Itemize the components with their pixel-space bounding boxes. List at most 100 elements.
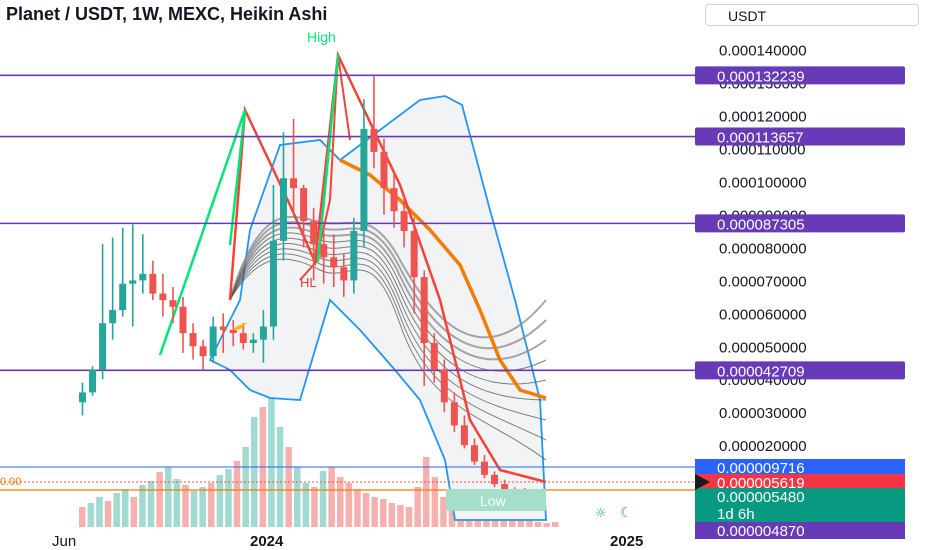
volume-bar [122, 489, 129, 527]
price-tag [695, 459, 905, 476]
candle-body [440, 369, 448, 403]
moving-average-line [229, 215, 547, 339]
candle-body [470, 445, 478, 462]
candle-body [380, 151, 388, 189]
volume-bar [517, 519, 525, 527]
volume-bar [423, 457, 430, 527]
price-level-label: 0.000132239 [717, 68, 805, 85]
moving-average-line [229, 232, 547, 372]
volume-bar [345, 483, 353, 527]
volume-bar [311, 487, 318, 527]
volume-bar [242, 447, 249, 527]
candle-body [259, 326, 267, 340]
candle-body [169, 300, 177, 307]
volume-bar [397, 505, 404, 527]
candle-body [249, 339, 257, 344]
candle-body [209, 326, 217, 357]
volume-bar [225, 469, 232, 527]
volume-bar [79, 507, 86, 527]
price-level-tag [695, 361, 905, 380]
sun-icon[interactable]: ☼ [595, 506, 607, 521]
volume-bar [337, 477, 344, 527]
moving-average-line [229, 237, 547, 385]
volume-bar [199, 487, 206, 527]
candle-body [350, 230, 358, 281]
low-label: Low [480, 493, 507, 509]
moon-icon[interactable]: ☾ [620, 505, 633, 521]
currency-selector[interactable]: USDT [705, 4, 919, 26]
price-tag [695, 522, 905, 539]
chart-title: Planet / USDT, 1W, MEXC, Heikin Ashi [6, 4, 328, 24]
volume-bar [328, 467, 335, 527]
candle-body [310, 221, 318, 245]
candle-body [420, 277, 428, 344]
volume-bar [147, 481, 155, 527]
price-level-tag [695, 127, 905, 146]
volume-bar [113, 493, 120, 527]
candle-body [189, 333, 197, 347]
candle-body [410, 230, 418, 278]
volume-bar [87, 503, 95, 527]
price-level-label: 0.000113657 [717, 130, 803, 147]
candle-body [340, 267, 348, 281]
y-tick-label: 0.000080000 [719, 240, 807, 257]
volume-bar [362, 493, 370, 527]
candle-body [290, 178, 298, 189]
x-tick-label: Jun [52, 533, 76, 550]
volume-bar [440, 497, 447, 527]
candle-body [280, 178, 287, 241]
candle-body [129, 280, 137, 284]
y-tick-label: 0.000140000 [719, 43, 807, 60]
volume-bar [96, 497, 103, 527]
price-tag-label: 0.000005480 [717, 489, 805, 506]
candle-body [491, 474, 499, 485]
price-level-tag [695, 214, 905, 233]
volume-bar [491, 519, 499, 527]
candle-body [179, 306, 187, 334]
current-price-arrow [695, 474, 710, 490]
y-tick-label: 0.000070000 [719, 273, 807, 290]
moving-average-line [229, 221, 547, 350]
candle-body [99, 323, 107, 370]
lightning-icon [232, 322, 248, 333]
y-tick-label: 0.000030000 [719, 405, 807, 422]
high-label: High [307, 29, 336, 45]
volume-bar [414, 487, 421, 527]
volume-bar [405, 507, 413, 527]
volume-bar [552, 522, 559, 527]
volume-bar [190, 491, 198, 527]
candle-body [219, 326, 227, 330]
price-level-tag [695, 66, 905, 85]
volume-bar [173, 479, 181, 527]
y-tick-label: 0.000050000 [719, 339, 807, 356]
candle-body [390, 188, 398, 212]
volume-bar [388, 503, 396, 527]
candle-body [460, 425, 468, 446]
moving-average-line [229, 226, 547, 361]
volume-bar [139, 485, 146, 527]
orange-moving-average [339, 158, 547, 400]
x-tick-label: 2025 [610, 533, 643, 550]
candle-body [269, 240, 277, 327]
candle-body [370, 128, 378, 152]
y-tick-label: 0.000110000 [719, 142, 805, 159]
moving-average-line [229, 248, 547, 421]
red-trend-line [228, 50, 547, 484]
moving-average-line [229, 243, 547, 401]
volume-bar [474, 515, 482, 527]
candle-body [300, 188, 308, 222]
price-tag-label: 0.000004870 [717, 523, 805, 540]
volume-bar [526, 521, 533, 527]
volume-bar [216, 475, 224, 527]
low-box [446, 489, 546, 511]
volume-bar [208, 483, 215, 527]
candle-body [501, 484, 509, 491]
volume-bar [285, 447, 292, 527]
price-level-label: 0.000087305 [717, 216, 805, 233]
volume-bar [500, 517, 507, 527]
volume-bar [251, 417, 258, 527]
price-tag-label: 0.000005619 [717, 475, 805, 492]
x-tick-label: 2024 [250, 533, 284, 550]
price-tag [695, 488, 905, 505]
